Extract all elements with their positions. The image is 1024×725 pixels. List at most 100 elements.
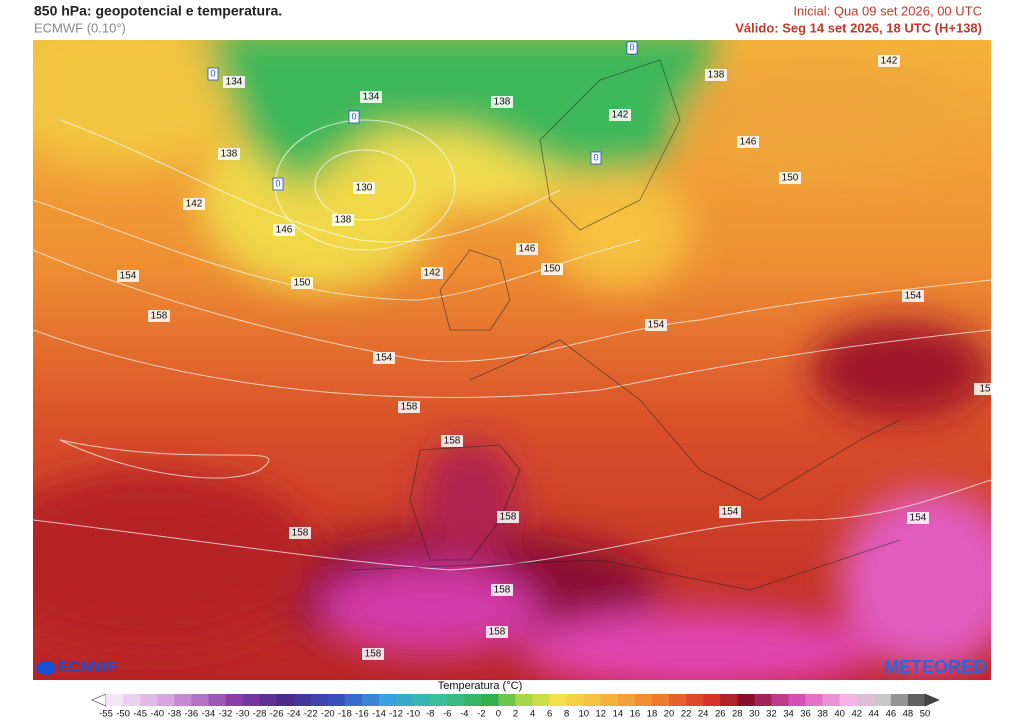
colorbar-swatch bbox=[754, 694, 772, 706]
contour-label: 138 bbox=[221, 149, 238, 160]
contour-label: 150 bbox=[782, 173, 799, 184]
freezing-label: 0 bbox=[629, 42, 634, 52]
freezing-label-box bbox=[207, 67, 219, 81]
logo-meteored: METEORED bbox=[884, 657, 986, 677]
colorbar-tick-label: -45 bbox=[133, 709, 147, 720]
contour-label: 154 bbox=[722, 507, 739, 518]
contour-label-box bbox=[645, 319, 667, 331]
colorbar-tick-label: 22 bbox=[681, 709, 692, 720]
contour-label: 158 bbox=[365, 649, 382, 660]
colorbar-swatch bbox=[839, 694, 858, 706]
colorbar-swatch bbox=[617, 694, 636, 706]
map-title: 850 hPa: geopotencial e temperatura. bbox=[34, 3, 282, 19]
contour-label: 158 bbox=[500, 512, 517, 523]
colorbar-tick-label: 14 bbox=[613, 709, 624, 720]
contour-label-box bbox=[541, 263, 563, 275]
contour-label-box bbox=[421, 267, 443, 279]
contour-label: 130 bbox=[356, 183, 373, 194]
contour-label-box bbox=[491, 584, 513, 596]
colorbar-swatch bbox=[890, 694, 909, 706]
colorbar-tick-label: 4 bbox=[530, 709, 535, 720]
contour-label: 138 bbox=[708, 70, 725, 81]
colorbar-swatch bbox=[856, 694, 875, 706]
contour-label-box bbox=[491, 96, 513, 108]
colorbar-swatch bbox=[788, 694, 807, 706]
colorbar-tick-label: 32 bbox=[766, 709, 777, 720]
colorbar-swatch bbox=[822, 694, 841, 706]
contour-label-box bbox=[441, 435, 463, 447]
colorbar-tick-label: -50 bbox=[116, 709, 130, 720]
colorbar-tick-label: 36 bbox=[800, 709, 811, 720]
colorbar-swatch bbox=[106, 694, 124, 706]
colorbar-swatch bbox=[583, 694, 602, 706]
contour-label-box bbox=[878, 55, 900, 67]
colorbar-arrow-high bbox=[924, 693, 940, 707]
contour-label: 142 bbox=[612, 110, 629, 121]
contour-label: 138 bbox=[335, 215, 352, 226]
contour-label-box bbox=[353, 182, 375, 194]
colorbar-tick-label: 46 bbox=[886, 709, 897, 720]
colorbar-swatch bbox=[259, 694, 278, 706]
freezing-label-box bbox=[348, 110, 360, 124]
colorbar-swatch bbox=[805, 694, 824, 706]
contour-label: 154 bbox=[120, 271, 137, 282]
colorbar-swatch bbox=[703, 694, 721, 706]
colorbar-swatch bbox=[652, 694, 670, 706]
freezing-label: 0 bbox=[351, 111, 356, 121]
contour-label: 158 bbox=[444, 436, 461, 447]
colorbar-tick-label: -36 bbox=[184, 709, 198, 720]
contour-label-box bbox=[362, 648, 384, 660]
colorbar-swatch bbox=[379, 694, 397, 706]
initial-time: Inicial: Qua 09 set 2026, 00 UTC bbox=[793, 3, 982, 18]
colorbar-tick-label: -26 bbox=[270, 709, 284, 720]
colorbar-swatch bbox=[686, 694, 704, 706]
colorbar-tick-label: -6 bbox=[443, 709, 451, 720]
colorbar-swatch bbox=[481, 694, 499, 706]
logo-left: ECMWF bbox=[36, 659, 119, 676]
colorbar-swatch bbox=[327, 694, 346, 706]
colorbar-tick-label: 0 bbox=[496, 709, 501, 720]
colorbar-swatch bbox=[771, 694, 789, 706]
colorbar-tick-label: 40 bbox=[834, 709, 845, 720]
freezing-label: 0 bbox=[593, 152, 598, 162]
colorbar-tick-label: -34 bbox=[202, 709, 216, 720]
contour-label: 154 bbox=[905, 291, 922, 302]
colorbar-tick-label: 42 bbox=[851, 709, 862, 720]
contour-label: 150 bbox=[294, 278, 311, 289]
contour-label-box bbox=[609, 109, 631, 121]
coastlines bbox=[349, 59, 901, 591]
contour-label: 158 bbox=[489, 627, 506, 638]
contour-label-box bbox=[902, 290, 924, 302]
colorbar-swatch bbox=[515, 694, 534, 706]
colorbar-swatch bbox=[532, 694, 551, 706]
freezing-label: 0 bbox=[210, 68, 215, 78]
contour-label: 134 bbox=[226, 77, 243, 88]
contour-label-box bbox=[974, 383, 991, 395]
contour-label: 146 bbox=[519, 244, 536, 255]
contour-label: 146 bbox=[740, 137, 757, 148]
contour-label: 142 bbox=[186, 199, 203, 210]
contour-label: 154 bbox=[648, 320, 665, 331]
colorbar-swatch bbox=[174, 694, 192, 706]
contour-label-box bbox=[486, 626, 508, 638]
colorbar-swatch bbox=[498, 694, 516, 706]
freezing-label-box bbox=[272, 177, 284, 191]
colorbar-tick-label: 2 bbox=[513, 709, 518, 720]
contour-label-box bbox=[183, 198, 205, 210]
contour-label-box bbox=[332, 214, 354, 226]
colorbar-swatch bbox=[737, 694, 755, 706]
contour-label-box bbox=[218, 148, 240, 160]
colorbar-swatch bbox=[157, 694, 175, 706]
colorbar-tick-label: 12 bbox=[596, 709, 607, 720]
colorbar-tick-label: 26 bbox=[715, 709, 726, 720]
contour-label: 158 bbox=[151, 311, 168, 322]
colorbar-tick-label: -14 bbox=[372, 709, 386, 720]
colorbar-swatch bbox=[208, 694, 226, 706]
colorbar-swatch bbox=[907, 694, 926, 706]
contour-label-box bbox=[273, 224, 295, 236]
contour-label-box bbox=[148, 310, 170, 322]
colorbar-swatch bbox=[310, 694, 329, 706]
contour-label: 158 bbox=[401, 402, 418, 413]
